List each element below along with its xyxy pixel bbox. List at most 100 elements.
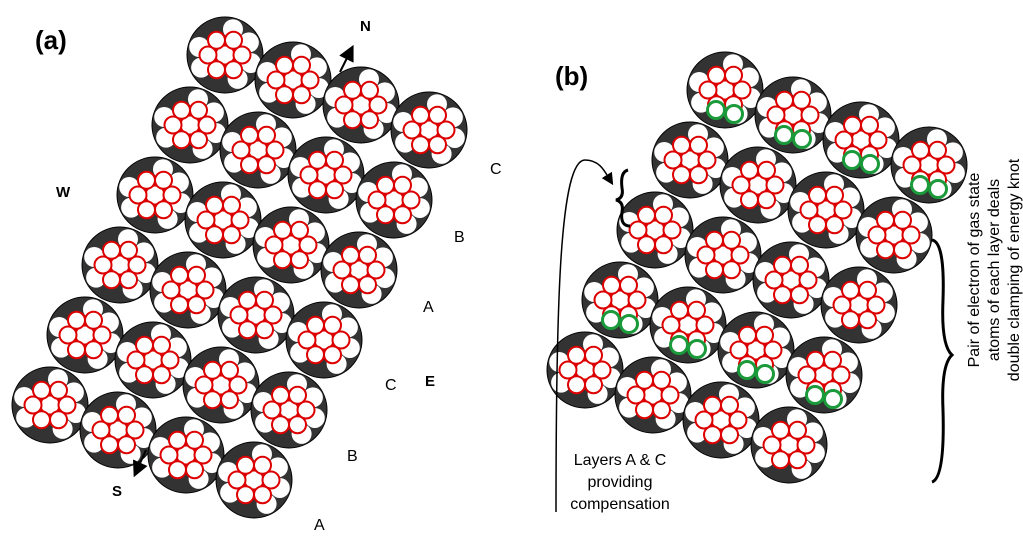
atom (690, 137, 707, 154)
atom (361, 111, 378, 128)
atom (620, 277, 637, 294)
atom (789, 422, 806, 439)
atom (568, 347, 585, 364)
atom (153, 366, 170, 383)
atom (721, 397, 738, 414)
atom (289, 416, 306, 433)
cluster (187, 17, 263, 93)
atom (223, 197, 240, 214)
cluster (82, 227, 158, 303)
atom (756, 327, 773, 344)
atom (394, 177, 411, 194)
atom (204, 362, 221, 379)
atom (706, 232, 723, 249)
cluster (391, 92, 467, 168)
note-line: double clamping of energy knot (1006, 158, 1023, 381)
atom (324, 346, 341, 363)
atom (33, 382, 50, 399)
atom (326, 181, 343, 198)
atom (169, 432, 186, 449)
atom (101, 407, 118, 424)
atom (50, 411, 67, 428)
atom (741, 162, 758, 179)
atom (138, 172, 155, 189)
atom (809, 187, 826, 204)
atom (223, 226, 240, 243)
clusters (12, 17, 967, 518)
cluster (218, 277, 294, 353)
atom (324, 317, 341, 334)
paired-atom (825, 391, 842, 408)
paired-atom (603, 312, 620, 329)
atom (655, 236, 672, 253)
atom (258, 156, 275, 173)
atom (758, 191, 775, 208)
atom (173, 102, 190, 119)
atom (225, 32, 242, 49)
atom (274, 222, 291, 239)
cluster (751, 407, 827, 483)
atom (774, 257, 791, 274)
cluster (251, 372, 327, 448)
atom (585, 376, 602, 393)
atom (190, 102, 207, 119)
atom (653, 372, 670, 389)
atom (929, 142, 946, 159)
atom (188, 296, 205, 313)
atom (429, 136, 446, 153)
atom (221, 362, 238, 379)
cluster (148, 417, 224, 493)
atom (118, 436, 135, 453)
atom (342, 247, 359, 264)
layer-label: A (423, 299, 434, 316)
cluster (220, 112, 296, 188)
layer-label: C (385, 377, 397, 394)
paired-atom (794, 131, 811, 148)
atom (344, 82, 361, 99)
atom (272, 387, 289, 404)
atom (758, 162, 775, 179)
layer-label: C (490, 161, 502, 178)
atom (186, 432, 203, 449)
atom (429, 107, 446, 124)
cluster (652, 122, 728, 198)
atom (293, 86, 310, 103)
atom (807, 352, 824, 369)
atom (789, 451, 806, 468)
layer-label: B (347, 448, 358, 465)
cluster (288, 137, 364, 213)
atom (826, 216, 843, 233)
atom (120, 242, 137, 259)
cluster (821, 267, 897, 343)
atom (704, 397, 721, 414)
atom (673, 137, 690, 154)
cluster (720, 147, 796, 223)
atom (309, 152, 326, 169)
cluster (323, 67, 399, 143)
right-note: Pair of electron of gas state atoms of e… (966, 158, 1023, 381)
atom (772, 422, 789, 439)
atom (326, 152, 343, 169)
cluster (786, 337, 862, 413)
atom (877, 212, 894, 229)
cluster (253, 207, 329, 283)
cluster (683, 382, 759, 458)
atom (188, 267, 205, 284)
atom (912, 142, 929, 159)
atom (307, 317, 324, 334)
atom (638, 207, 655, 224)
atom (153, 337, 170, 354)
cluster (755, 77, 831, 153)
atom (256, 292, 273, 309)
cluster (891, 127, 967, 203)
note-line: Pair of electron of gas state (966, 173, 983, 368)
cluster (286, 302, 362, 378)
paired-atom (807, 387, 824, 404)
figure: (a) (b) N S W E C B A C B A Layers A & C… (0, 0, 1023, 541)
panel-label: (b) (555, 61, 588, 91)
atom (293, 57, 310, 74)
cluster (216, 442, 292, 518)
atom (655, 207, 672, 224)
atom (721, 426, 738, 443)
atom (671, 302, 688, 319)
